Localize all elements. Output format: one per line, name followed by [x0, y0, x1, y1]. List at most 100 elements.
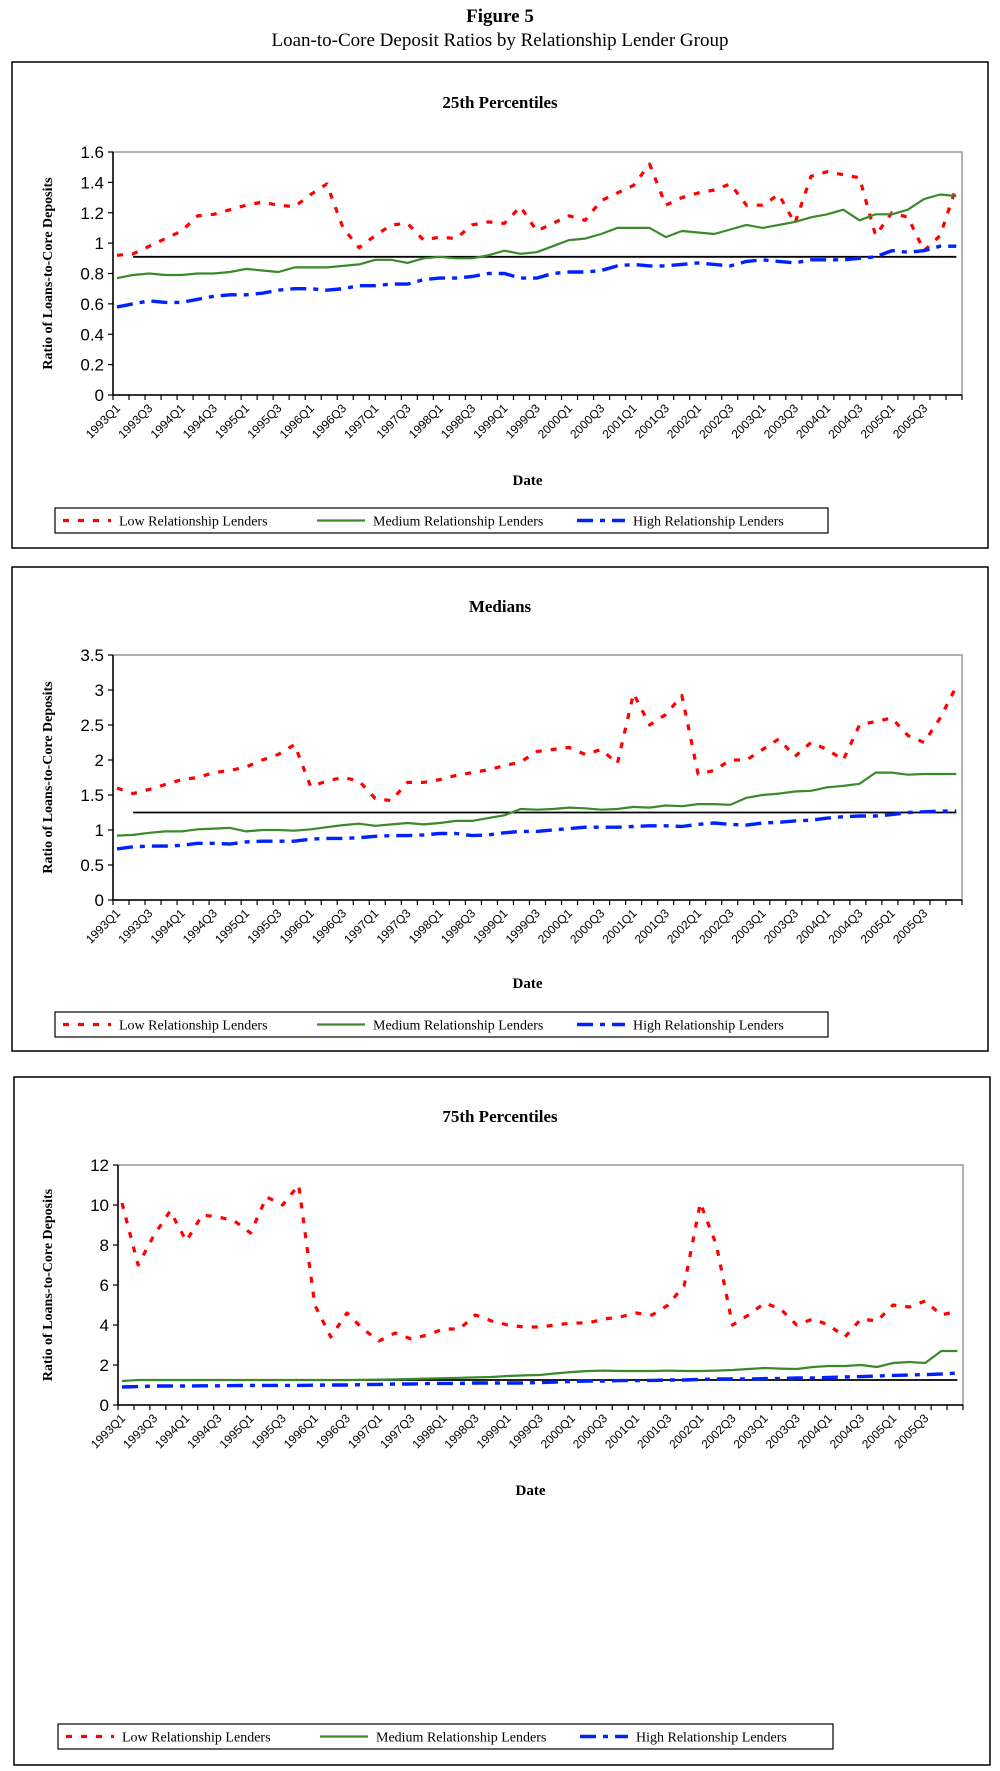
x-tick-label: 1996Q1 [277, 906, 317, 946]
x-tick-label: 2003Q3 [761, 401, 801, 441]
y-tick-label: 2.5 [80, 716, 104, 735]
y-tick-label: 0.4 [80, 325, 104, 344]
x-tick-label: 2002Q1 [666, 1411, 706, 1451]
legend-box [57, 1723, 834, 1750]
chart-panel-3: 75th Percentiles0246810121993Q11993Q3199… [13, 1076, 991, 1766]
y-tick-label: 0.5 [80, 856, 104, 875]
x-tick-label: 2005Q3 [891, 1411, 931, 1451]
x-tick-label: 1999Q3 [503, 401, 543, 441]
legend-label: Medium Relationship Lenders [376, 1731, 546, 1746]
x-tick-label: 2001Q3 [634, 1411, 674, 1451]
x-tick-label: 2005Q3 [890, 401, 930, 441]
y-tick-label: 8 [100, 1236, 109, 1255]
x-tick-label: 1996Q1 [277, 401, 317, 441]
x-tick-label: 2000Q1 [535, 401, 575, 441]
x-tick-label: 2004Q3 [825, 906, 865, 946]
x-tick-label: 2002Q3 [696, 401, 736, 441]
y-axis-label: Ratio of Loans-to-Core Deposits [41, 1188, 56, 1381]
x-tick-label: 1999Q1 [470, 906, 510, 946]
figure-subtitle: Loan-to-Core Deposit Ratios by Relations… [271, 30, 729, 51]
x-tick-label: 2001Q1 [600, 906, 640, 946]
y-tick-label: 1.2 [80, 204, 104, 223]
x-tick-label: 2004Q3 [825, 401, 865, 441]
legend-label: Medium Relationship Lenders [373, 1019, 543, 1034]
x-tick-label: 2000Q1 [535, 906, 575, 946]
x-tick-label: 1995Q3 [244, 906, 284, 946]
y-tick-label: 2 [95, 751, 104, 770]
x-tick-label: 1997Q3 [374, 401, 414, 441]
y-axis-label: Ratio of Loans-to-Core Deposits [41, 177, 56, 370]
x-tick-label: 1995Q1 [212, 906, 252, 946]
x-tick-label: 1998Q3 [438, 906, 478, 946]
x-axis-label: Date [513, 473, 543, 489]
x-tick-label: 2000Q3 [570, 1411, 610, 1451]
x-tick-label: 1994Q1 [152, 1411, 192, 1451]
x-tick-label: 1993Q3 [120, 1411, 160, 1451]
x-tick-label: 1997Q1 [345, 1411, 385, 1451]
chart-panel-2: Medians00.511.522.533.51993Q11993Q31994Q… [11, 566, 989, 1052]
legend-label: Low Relationship Lenders [119, 515, 268, 530]
x-tick-label: 1996Q3 [309, 401, 349, 441]
x-tick-label: 2005Q1 [858, 906, 898, 946]
x-tick-label: 2004Q1 [793, 401, 833, 441]
x-tick-label: 1994Q3 [184, 1411, 224, 1451]
plot-area [112, 654, 963, 901]
x-tick-label: 1994Q3 [180, 401, 220, 441]
series-line-high [116, 244, 957, 309]
x-tick-label: 1994Q3 [180, 906, 220, 946]
series-line-medium [116, 771, 957, 837]
x-tick-label: 2002Q1 [664, 401, 704, 441]
x-tick-label: 1999Q1 [474, 1411, 514, 1451]
x-tick-label: 2003Q1 [729, 401, 769, 441]
x-tick-label: 1999Q1 [470, 401, 510, 441]
x-tick-label: 1993Q3 [115, 906, 155, 946]
y-tick-label: 0 [95, 891, 104, 910]
legend-label: Low Relationship Lenders [122, 1731, 271, 1746]
x-tick-label: 1997Q3 [377, 1411, 417, 1451]
y-tick-label: 0 [100, 1396, 109, 1415]
x-tick-label: 2004Q1 [793, 906, 833, 946]
x-tick-label: 2000Q3 [567, 401, 607, 441]
legend: Low Relationship Lenders Medium Relations… [54, 1011, 829, 1038]
legend-label: High Relationship Lenders [633, 515, 784, 530]
y-tick-label: 0.8 [80, 265, 104, 284]
x-tick-label: 1999Q3 [503, 906, 543, 946]
y-tick-label: 0 [95, 386, 104, 405]
series-line-high [116, 809, 957, 851]
y-tick-label: 1 [95, 821, 104, 840]
y-tick-label: 0.6 [80, 295, 104, 314]
x-tick-label: 1998Q1 [406, 401, 446, 441]
x-tick-label: 1997Q1 [341, 906, 381, 946]
plot-area [117, 1164, 964, 1406]
x-tick-label: 2003Q1 [731, 1411, 771, 1451]
legend-box [54, 507, 829, 534]
y-axis-label: Ratio of Loans-to-Core Deposits [41, 681, 56, 874]
x-tick-label: 2001Q1 [602, 1411, 642, 1451]
legend-label: Medium Relationship Lenders [373, 515, 543, 530]
x-tick-label: 1998Q1 [409, 1411, 449, 1451]
x-tick-label: 2003Q1 [729, 906, 769, 946]
legend: Low Relationship Lenders Medium Relations… [54, 507, 829, 534]
x-tick-label: 2004Q3 [827, 1411, 867, 1451]
plot-area [112, 151, 963, 396]
x-tick-label: 2004Q1 [795, 1411, 835, 1451]
x-tick-label: 1996Q3 [309, 906, 349, 946]
legend-label: Low Relationship Lenders [119, 1019, 268, 1034]
series-line-medium [116, 193, 957, 280]
y-tick-label: 4 [100, 1316, 109, 1335]
y-tick-label: 2 [100, 1356, 109, 1375]
x-tick-label: 1998Q1 [406, 906, 446, 946]
y-tick-label: 6 [100, 1276, 109, 1295]
x-tick-label: 1997Q1 [341, 401, 381, 441]
y-tick-label: 1.5 [80, 786, 104, 805]
chart-panel-1: 25th Percentiles 0 0.2 0.4 0.6 0.8 1 1.2 1.4 1.6 1… [11, 61, 989, 549]
y-tick-label: 10 [90, 1196, 109, 1215]
y-tick-label: 1.4 [80, 173, 104, 192]
x-tick-label: 2000Q1 [538, 1411, 578, 1451]
x-tick-label: 1996Q3 [313, 1411, 353, 1451]
y-tick-label: 3 [95, 681, 104, 700]
x-tick-label: 2005Q3 [890, 906, 930, 946]
x-tick-label: 2001Q3 [632, 401, 672, 441]
x-tick-label: 2000Q3 [567, 906, 607, 946]
